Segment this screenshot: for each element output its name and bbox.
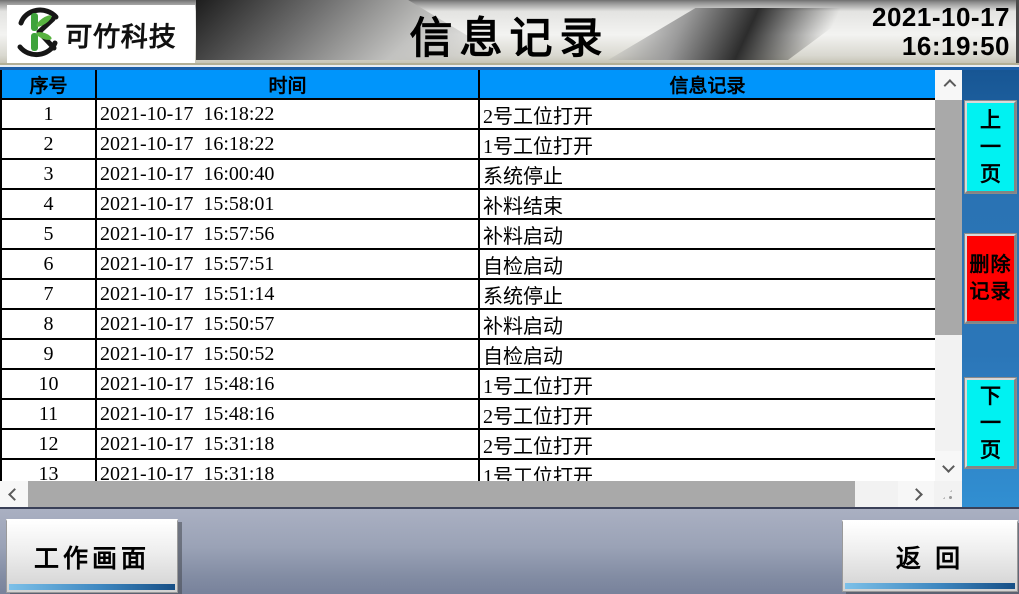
cell-time: 2021-10-17 16:00:40: [97, 160, 480, 188]
cell-serial-no: 5: [2, 220, 97, 248]
next-page-label: 下一页: [980, 383, 1001, 462]
logo: 可竹科技: [7, 5, 195, 63]
chevron-up-icon: [943, 78, 957, 92]
cell-message: 补料启动: [483, 225, 563, 248]
table-row[interactable]: 10 2021-10-17 15:48:16 1号工位打开: [2, 370, 935, 400]
bottom-bar: 工作画面 返 回: [0, 507, 1019, 594]
table-row[interactable]: 1 2021-10-17 16:18:22 2号工位打开: [2, 100, 935, 130]
prev-page-label: 上一页: [980, 107, 1001, 186]
bamboo-k-logo-icon: [11, 6, 63, 63]
table-row[interactable]: 6 2021-10-17 15:57:51 自检启动: [2, 250, 935, 280]
cell-time: 2021-10-17 15:50:57: [97, 310, 480, 338]
cell-time: 2021-10-17 15:50:52: [97, 340, 480, 368]
cell-time: 2021-10-17 15:31:18: [97, 460, 480, 481]
table-row[interactable]: 3 2021-10-17 16:00:40 系统停止: [2, 160, 935, 190]
cell-time: 2021-10-17 15:48:16: [97, 370, 480, 398]
cell-serial-no: 1: [2, 100, 97, 128]
cell-serial-no: 7: [2, 280, 97, 308]
page-title: 信息记录: [409, 16, 610, 63]
side-panel: 上一页 删除记录 下一页: [962, 70, 1019, 507]
cell-serial-no: 8: [2, 310, 97, 338]
cell-serial-no: 6: [2, 250, 97, 278]
prev-page-button[interactable]: 上一页: [964, 100, 1017, 194]
resize-grip-icon: [940, 487, 955, 502]
cell-message: 补料结束: [483, 195, 563, 218]
column-header-msg: 信息记录: [669, 75, 746, 97]
table-row[interactable]: 13 2021-10-17 15:31:18 1号工位打开: [2, 460, 935, 481]
cell-time: 2021-10-17 15:48:16: [97, 400, 480, 428]
scroll-down-button[interactable]: [935, 451, 962, 481]
cell-serial-no: 12: [2, 430, 97, 458]
header-divider-blue: [0, 67, 1019, 70]
cell-time: 2021-10-17 16:18:22: [97, 100, 480, 128]
cell-serial-no: 13: [2, 460, 97, 481]
cell-message: 2号工位打开: [483, 105, 593, 128]
table-row[interactable]: 9 2021-10-17 15:50:52 自检启动: [2, 340, 935, 370]
column-header-time: 时间: [97, 70, 480, 98]
cell-serial-no: 9: [2, 340, 97, 368]
scroll-left-button[interactable]: [0, 481, 28, 507]
scroll-up-button[interactable]: [935, 70, 962, 100]
scroll-right-button[interactable]: [898, 481, 934, 507]
cell-message: 系统停止: [483, 165, 563, 188]
clock: 2021-10-17 16:19:50: [872, 3, 1010, 61]
table-row[interactable]: 11 2021-10-17 15:48:16 2号工位打开: [2, 400, 935, 430]
work-screen-label: 工作画面: [33, 545, 150, 573]
next-page-button[interactable]: 下一页: [964, 377, 1017, 469]
table-body: 1 2021-10-17 16:18:22 2号工位打开 2 2021-10-1…: [2, 100, 935, 481]
table-row[interactable]: 7 2021-10-17 15:51:14 系统停止: [2, 280, 935, 310]
return-label: 返 回: [895, 545, 965, 573]
cell-message: 1号工位打开: [483, 375, 593, 398]
header-bar: 可竹科技 信息记录 2021-10-17 16:19:50: [0, 0, 1019, 63]
horizontal-scrollbar[interactable]: [0, 481, 962, 507]
button-accent-stripe: [845, 583, 1015, 589]
horizontal-scroll-thumb[interactable]: [28, 481, 855, 507]
column-header-no: 序号: [2, 70, 97, 98]
cell-message: 自检启动: [483, 255, 563, 278]
cell-message: 补料启动: [483, 315, 563, 338]
clock-time: 16:19:50: [901, 31, 1010, 61]
cell-serial-no: 10: [2, 370, 97, 398]
cell-time: 2021-10-17 15:57:51: [97, 250, 480, 278]
table-row[interactable]: 5 2021-10-17 15:57:56 补料启动: [2, 220, 935, 250]
cell-time: 2021-10-17 16:18:22: [97, 130, 480, 158]
cell-serial-no: 11: [2, 400, 97, 428]
cell-message: 1号工位打开: [483, 465, 593, 482]
cell-time: 2021-10-17 15:51:14: [97, 280, 480, 308]
cell-serial-no: 2: [2, 130, 97, 158]
delete-records-label: 删除记录: [969, 253, 1012, 303]
cell-serial-no: 3: [2, 160, 97, 188]
work-screen-button[interactable]: 工作画面: [6, 519, 178, 593]
cell-serial-no: 4: [2, 190, 97, 218]
table-row[interactable]: 2 2021-10-17 16:18:22 1号工位打开: [2, 130, 935, 160]
chevron-right-icon: [909, 487, 923, 501]
table-row[interactable]: 8 2021-10-17 15:50:57 补料启动: [2, 310, 935, 340]
cell-time: 2021-10-17 15:58:01: [97, 190, 480, 218]
vertical-scroll-thumb[interactable]: [935, 100, 962, 335]
table-row[interactable]: 12 2021-10-17 15:31:18 2号工位打开: [2, 430, 935, 460]
button-accent-stripe: [9, 584, 175, 590]
info-record-table: 序号 时间 信息记录 1 2021-10-17 16:18:22 2号工位打开 …: [0, 70, 935, 481]
header-divider-light: [0, 65, 1019, 67]
clock-date: 2021-10-17: [872, 2, 1010, 32]
table-header-row: 序号 时间 信息记录: [2, 70, 935, 100]
cell-time: 2021-10-17 15:57:56: [97, 220, 480, 248]
delete-records-button[interactable]: 删除记录: [964, 233, 1017, 324]
cell-time: 2021-10-17 15:31:18: [97, 430, 480, 458]
cell-message: 自检启动: [483, 345, 563, 368]
chevron-left-icon: [7, 487, 21, 501]
vertical-scrollbar[interactable]: [935, 70, 962, 481]
cell-message: 2号工位打开: [483, 405, 593, 428]
return-button[interactable]: 返 回: [842, 520, 1018, 592]
chevron-down-icon: [942, 459, 955, 473]
cell-message: 1号工位打开: [483, 135, 593, 158]
cell-message: 2号工位打开: [483, 435, 593, 458]
header-divider-olive: [0, 63, 1019, 65]
cell-message: 系统停止: [483, 285, 563, 308]
table-row[interactable]: 4 2021-10-17 15:58:01 补料结束: [2, 190, 935, 220]
